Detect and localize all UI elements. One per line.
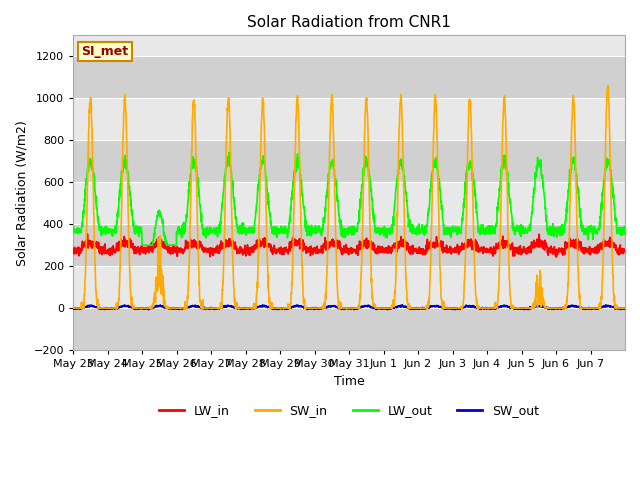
LW_in bbox=[547, 250, 554, 255]
LW_in bbox=[515, 251, 523, 257]
SW_out bbox=[515, 306, 523, 312]
SW_out bbox=[398, 302, 406, 308]
Bar bbox=[73, 56, 625, 98]
LW_out bbox=[69, 227, 77, 232]
SW_in bbox=[621, 305, 628, 311]
SW_out bbox=[382, 305, 390, 311]
Bar bbox=[73, 140, 625, 182]
LW_out bbox=[138, 242, 146, 248]
SW_out bbox=[614, 306, 621, 312]
LW_out bbox=[383, 229, 390, 235]
LW_out bbox=[515, 223, 523, 229]
SW_out bbox=[621, 306, 628, 312]
LW_in bbox=[125, 242, 132, 248]
SW_out bbox=[69, 306, 77, 312]
LW_out bbox=[614, 228, 621, 234]
LW_in bbox=[614, 250, 621, 255]
LW_out bbox=[244, 230, 252, 236]
SW_out bbox=[124, 302, 132, 308]
SW_in bbox=[613, 305, 621, 311]
LW_out bbox=[621, 227, 628, 232]
LW_in bbox=[621, 249, 628, 254]
LW_in bbox=[84, 231, 92, 237]
SW_in bbox=[546, 305, 554, 311]
SW_in bbox=[69, 305, 77, 311]
LW_out bbox=[225, 149, 233, 155]
Line: SW_in: SW_in bbox=[73, 85, 625, 308]
Line: LW_in: LW_in bbox=[73, 234, 625, 257]
LW_in bbox=[382, 245, 390, 251]
Line: SW_out: SW_out bbox=[73, 305, 625, 310]
LW_in bbox=[244, 242, 252, 248]
SW_in bbox=[382, 305, 390, 311]
Title: Solar Radiation from CNR1: Solar Radiation from CNR1 bbox=[247, 15, 451, 30]
LW_in bbox=[69, 246, 77, 252]
Y-axis label: Solar Radiation (W/m2): Solar Radiation (W/m2) bbox=[15, 120, 28, 265]
SW_out bbox=[244, 306, 252, 312]
SW_out bbox=[145, 307, 152, 312]
LW_in bbox=[552, 254, 560, 260]
Bar bbox=[73, 308, 625, 350]
Legend: LW_in, SW_in, LW_out, SW_out: LW_in, SW_in, LW_out, SW_out bbox=[154, 399, 545, 422]
LW_out bbox=[124, 169, 132, 175]
Line: LW_out: LW_out bbox=[73, 152, 625, 245]
Bar bbox=[73, 224, 625, 266]
Text: SI_met: SI_met bbox=[81, 45, 129, 58]
X-axis label: Time: Time bbox=[333, 374, 364, 388]
LW_out bbox=[547, 228, 554, 234]
SW_out bbox=[547, 306, 554, 312]
SW_in bbox=[243, 305, 251, 311]
SW_in bbox=[604, 83, 612, 88]
SW_in bbox=[515, 305, 523, 311]
SW_in bbox=[124, 208, 132, 214]
